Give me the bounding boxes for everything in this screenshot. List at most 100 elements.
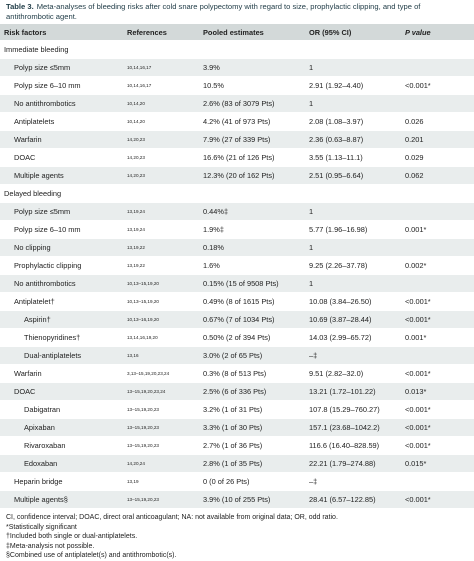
footnote: ‡Meta-analysis not possible.	[6, 542, 95, 550]
table-cell: 10.5%	[199, 76, 305, 95]
table-cell: 13–15,19,20,23	[123, 490, 199, 509]
risk-factor: Multiple agents§	[0, 490, 123, 509]
table-row: Heparin bridge 13,19 0 (0 of 26 Pts) –‡	[0, 472, 474, 491]
table-cell: 2.91 (1.92–4.40)	[305, 76, 401, 95]
risk-factor: Polyp size ≤5mm	[0, 58, 123, 77]
footnote: †Included both single or dual-antiplatel…	[6, 533, 138, 541]
table-cell: 2.36 (0.63–8.87)	[305, 130, 401, 149]
table-cell: 2.6% (83 of 3079 Pts)	[199, 94, 305, 113]
table-row: DOAC 13–15,19,20,23,24 2.5% (6 of 336 Pts)…	[0, 382, 474, 401]
table-cell: 10.69 (3.87–28.44)	[305, 310, 401, 329]
table-cell: 2.08 (1.08–3.97)	[305, 112, 401, 131]
table-cell: 14,20,23	[123, 130, 199, 149]
table-cell: 3.3% (1 of 30 Pts)	[199, 418, 305, 437]
risk-factor: Thienopyridines†	[0, 328, 123, 347]
footnote: *Statistically significant	[6, 523, 77, 531]
table-cell: 10,14,16,17	[123, 76, 199, 95]
table-cell: 1	[305, 94, 401, 113]
table-cell: 1.6%	[199, 256, 305, 275]
table-row: No antithrombotics 10,14,20 2.6% (83 of 30…	[0, 94, 474, 113]
table-cell: <0.001*	[401, 490, 474, 509]
table-cell: 0.015*	[401, 454, 474, 473]
empty-cell	[401, 94, 474, 113]
table-cell: 4.2% (41 of 973 Pts)	[199, 112, 305, 131]
table-cell: 0.013*	[401, 382, 474, 401]
table-cell: <0.001*	[401, 292, 474, 311]
table-cell: 28.41 (6.57–122.85)	[305, 490, 401, 509]
table-cell: 0.201	[401, 130, 474, 149]
table-cell: 0.67% (7 of 1034 Pts)	[199, 310, 305, 329]
table-row: Dabigatran 13–15,19,20,23 3.2% (1 of 31 Pt…	[0, 400, 474, 419]
risk-factor: DOAC	[0, 382, 123, 401]
table-cell: 1.9%‡	[199, 220, 305, 239]
risk-factor: Multiple agents	[0, 166, 123, 185]
table: Risk factors References Pooled estimates OR…	[0, 24, 474, 509]
table-cell: 13–15,19,20,23	[123, 418, 199, 437]
table-row: Warfarin 14,20,23 7.9% (27 of 339 Pts) 2.36…	[0, 130, 474, 149]
table-cell: 9.51 (2.82–32.0)	[305, 364, 401, 383]
table-cell: 13,19,22	[123, 256, 199, 275]
table-cell: 14,20,23	[123, 166, 199, 185]
table-row: Thienopyridines† 13,14,16,19,20 0.50% (2 o…	[0, 328, 474, 347]
table-cell: 13,19,24	[123, 220, 199, 239]
table-row: Antiplatelets 10,14,20 4.2% (41 of 973 Pts…	[0, 112, 474, 131]
table-cell: <0.001*	[401, 436, 474, 455]
table-cell: 13,14,16,19,20	[123, 328, 199, 347]
footnote: §Combined use of antiplatelet(s) and ant…	[6, 552, 177, 560]
table-cell: 13–15,19,20,23,24	[123, 382, 199, 401]
table-cell: 14,20,24	[123, 454, 199, 473]
table-cell: 22.21 (1.79–274.88)	[305, 454, 401, 473]
table-cell: 3.0% (2 of 65 Pts)	[199, 346, 305, 365]
table-caption: Table 3. Meta-analyses of bleeding risks …	[0, 0, 474, 24]
table-cell: 2.7% (1 of 36 Pts)	[199, 436, 305, 455]
table-cell: <0.001*	[401, 310, 474, 329]
table-cell: 3.2% (1 of 31 Pts)	[199, 400, 305, 419]
empty-cell	[401, 472, 474, 491]
table-cell: 0.001*	[401, 220, 474, 239]
table-cell: –‡	[305, 472, 401, 491]
table-cell: 10,14,16,17	[123, 58, 199, 77]
table-cell: 14.03 (2.99–65.72)	[305, 328, 401, 347]
table-cell: 0.44%‡	[199, 202, 305, 221]
table-cell: 13,16	[123, 346, 199, 365]
table-cell: <0.001*	[401, 400, 474, 419]
table-cell: 3.9%	[199, 58, 305, 77]
table-cell: 10,14,20	[123, 112, 199, 131]
header-cell: OR (95% CI)	[305, 24, 401, 41]
risk-factor: Heparin bridge	[0, 472, 123, 491]
table-cell: 14,20,23	[123, 148, 199, 167]
table-cell: <0.001*	[401, 418, 474, 437]
table-cell: 5.77 (1.96–16.98)	[305, 220, 401, 239]
table-row: Polyp size ≤5mm 10,14,16,17 3.9% 1	[0, 58, 474, 77]
table-cell: 1	[305, 274, 401, 293]
table-cell: 13.21 (1.72–101.22)	[305, 382, 401, 401]
risk-factor: DOAC	[0, 148, 123, 167]
table-cell: 0.3% (8 of 513 Pts)	[199, 364, 305, 383]
risk-factor: Antiplatelets	[0, 112, 123, 131]
table-cell: 7.9% (27 of 339 Pts)	[199, 130, 305, 149]
risk-factor: Dabigatran	[0, 400, 123, 419]
table-cell: 1	[305, 58, 401, 77]
table-cell: 1	[305, 238, 401, 257]
table-cell: <0.001*	[401, 76, 474, 95]
risk-factor: Polyp size 6–10 mm	[0, 76, 123, 95]
section-label: Immediate bleeding	[0, 40, 474, 59]
risk-factor: Polyp size ≤5mm	[0, 202, 123, 221]
risk-factor: Prophylactic clipping	[0, 256, 123, 275]
table-cell: 12.3% (20 of 162 Pts)	[199, 166, 305, 185]
risk-factor: Antiplatelet†	[0, 292, 123, 311]
risk-factor: Edoxaban	[0, 454, 123, 473]
table-cell: 0.15% (15 of 9508 Pts)	[199, 274, 305, 293]
header-cell: Risk factors	[0, 24, 123, 41]
risk-factor: Apixaban	[0, 418, 123, 437]
risk-factor: Aspirin†	[0, 310, 123, 329]
table-cell: 0.062	[401, 166, 474, 185]
risk-factor: No antithrombotics	[0, 94, 123, 113]
table-cell: 10,13–16,19,20	[123, 310, 199, 329]
table-cell: 10,13–15,19,20	[123, 292, 199, 311]
caption-label: Table 3.	[6, 2, 34, 11]
table-cell: 116.6 (16.40–828.59)	[305, 436, 401, 455]
header-cell: Pooled estimates	[199, 24, 305, 41]
table-cell: 13–15,19,20,23	[123, 436, 199, 455]
footnote: CI, confidence interval; DOAC, direct or…	[6, 514, 338, 521]
